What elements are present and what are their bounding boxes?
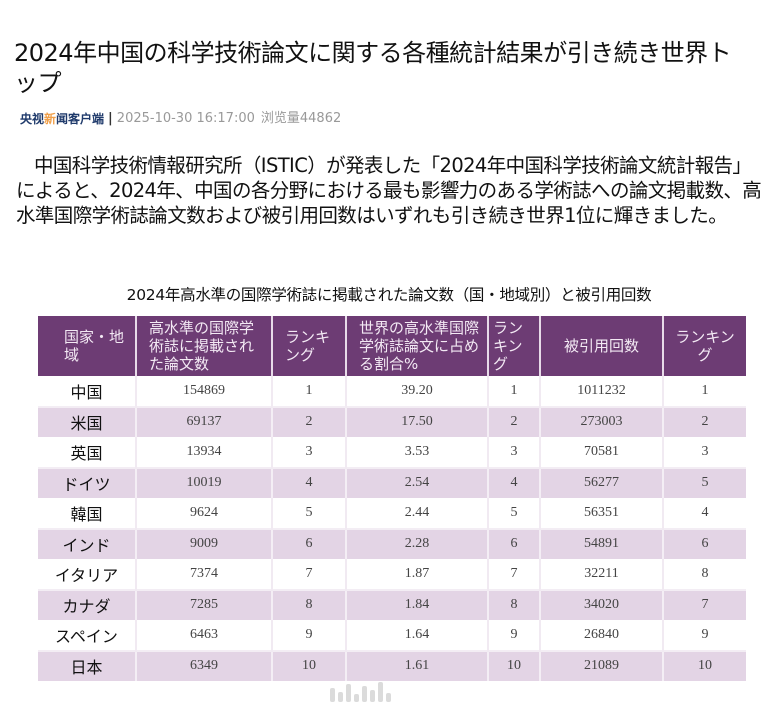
cell-rank-1: 5: [271, 498, 346, 529]
lead-paragraph: 中国科学技術情報研究所（ISTIC）が発表した「2024年中国科学技術論文統計報…: [16, 154, 762, 227]
cell-country: 韓国: [38, 498, 136, 529]
cell-rank-3: 6: [662, 527, 746, 559]
cell-rank-3: 10: [662, 649, 746, 681]
cell-share: 17.50: [345, 405, 488, 437]
cell-paper-count: 9009: [135, 527, 272, 559]
cell-country: スペイン: [38, 620, 136, 651]
cell-rank-2: 4: [487, 466, 540, 498]
cell-rank-3: 9: [662, 620, 746, 651]
cell-share: 1.64: [345, 620, 488, 651]
cell-share: 3.53: [345, 437, 488, 468]
article-meta: 央视新闻客户端 | 2025-10-30 16:17:00 浏览量44862: [20, 110, 341, 128]
cell-rank-1: 4: [271, 466, 346, 498]
cell-citations: 70581: [539, 437, 663, 468]
cell-rank-2: 3: [487, 437, 540, 468]
cell-country: イタリア: [38, 559, 136, 590]
cell-country: 日本: [38, 649, 136, 681]
meta-separator: |: [108, 111, 113, 126]
cell-country: インド: [38, 527, 136, 559]
cell-country: カナダ: [38, 588, 136, 620]
cell-citations: 54891: [539, 527, 663, 559]
cell-citations: 34020: [539, 588, 663, 620]
cell-citations: 56277: [539, 466, 663, 498]
cell-paper-count: 13934: [135, 437, 272, 468]
table-row: ドイツ 10019 4 2.54 4 56277 5: [38, 466, 746, 498]
table-row: 英国 13934 3 3.53 3 70581 3: [38, 437, 746, 468]
cell-share: 2.54: [345, 466, 488, 498]
cell-citations: 273003: [539, 405, 663, 437]
cell-citations: 21089: [539, 649, 663, 681]
cell-rank-3: 3: [662, 437, 746, 468]
cell-rank-3: 4: [662, 498, 746, 529]
cell-share: 2.44: [345, 498, 488, 529]
cell-country: 英国: [38, 437, 136, 468]
table-row: 中国 154869 1 39.20 1 1011232 1: [38, 376, 746, 407]
cell-rank-1: 1: [271, 376, 346, 407]
source-name[interactable]: 央视新闻客户端: [20, 112, 105, 126]
cell-paper-count: 7285: [135, 588, 272, 620]
cell-rank-1: 2: [271, 405, 346, 437]
cell-paper-count: 6349: [135, 649, 272, 681]
table-row: 日本 6349 10 1.61 10 21089 10: [38, 649, 746, 681]
cell-paper-count: 7374: [135, 559, 272, 590]
header-rank-2: ランキング: [487, 316, 540, 376]
cell-rank-1: 10: [271, 649, 346, 681]
cell-share: 1.84: [345, 588, 488, 620]
cell-rank-3: 1: [662, 376, 746, 407]
stats-table: 国家・地域 高水準の国際学術誌に掲載された論文数 ランキング 世界の高水準国際学…: [38, 316, 746, 681]
cell-rank-1: 8: [271, 588, 346, 620]
table-title: 2024年高水準の国際学術誌に掲載された論文数（国・地域別）と被引用回数: [126, 286, 652, 304]
cell-rank-1: 3: [271, 437, 346, 468]
table-header-row: 国家・地域 高水準の国際学術誌に掲載された論文数 ランキング 世界の高水準国際学…: [38, 316, 746, 376]
table-row: 韓国 9624 5 2.44 5 56351 4: [38, 498, 746, 529]
cell-rank-2: 1: [487, 376, 540, 407]
cell-paper-count: 6463: [135, 620, 272, 651]
cell-rank-2: 10: [487, 649, 540, 681]
article-title: 2024年中国の科学技術論文に関する各種統計結果が引き続き世界トップ: [14, 39, 732, 97]
cell-paper-count: 10019: [135, 466, 272, 498]
cell-citations: 56351: [539, 498, 663, 529]
cell-rank-2: 8: [487, 588, 540, 620]
cell-rank-1: 9: [271, 620, 346, 651]
cell-citations: 1011232: [539, 376, 663, 407]
header-paper-count: 高水準の国際学術誌に掲載された論文数: [135, 316, 272, 376]
header-share: 世界の高水準国際学術誌論文に占める割合%: [345, 316, 488, 376]
cell-share: 2.28: [345, 527, 488, 559]
cell-rank-1: 6: [271, 527, 346, 559]
header-rank-3: ランキング: [662, 316, 746, 376]
cell-citations: 26840: [539, 620, 663, 651]
cell-country: 米国: [38, 405, 136, 437]
cell-rank-1: 7: [271, 559, 346, 590]
cell-paper-count: 9624: [135, 498, 272, 529]
cell-share: 39.20: [345, 376, 488, 407]
cell-share: 1.87: [345, 559, 488, 590]
header-citations: 被引用回数: [539, 316, 663, 376]
table-row: カナダ 7285 8 1.84 8 34020 7: [38, 588, 746, 620]
publish-datetime: 2025-10-30 16:17:00: [116, 111, 255, 126]
cell-country: ドイツ: [38, 466, 136, 498]
cell-paper-count: 154869: [135, 376, 272, 407]
header-country: 国家・地域: [38, 316, 136, 376]
cell-rank-3: 7: [662, 588, 746, 620]
cell-rank-2: 5: [487, 498, 540, 529]
cell-country: 中国: [38, 376, 136, 407]
table-row: イタリア 7374 7 1.87 7 32211 8: [38, 559, 746, 590]
cell-rank-3: 5: [662, 466, 746, 498]
watermark: [330, 680, 440, 702]
table-row: スペイン 6463 9 1.64 9 26840 9: [38, 620, 746, 651]
cell-citations: 32211: [539, 559, 663, 590]
table-row: インド 9009 6 2.28 6 54891 6: [38, 527, 746, 559]
cell-rank-2: 9: [487, 620, 540, 651]
cell-rank-3: 2: [662, 405, 746, 437]
cell-rank-2: 6: [487, 527, 540, 559]
header-rank-1: ランキング: [271, 316, 346, 376]
cell-share: 1.61: [345, 649, 488, 681]
cell-rank-2: 7: [487, 559, 540, 590]
cell-paper-count: 69137: [135, 405, 272, 437]
cell-rank-2: 2: [487, 405, 540, 437]
cell-rank-3: 8: [662, 559, 746, 590]
table-row: 米国 69137 2 17.50 2 273003 2: [38, 405, 746, 437]
view-count: 浏览量44862: [260, 111, 342, 126]
